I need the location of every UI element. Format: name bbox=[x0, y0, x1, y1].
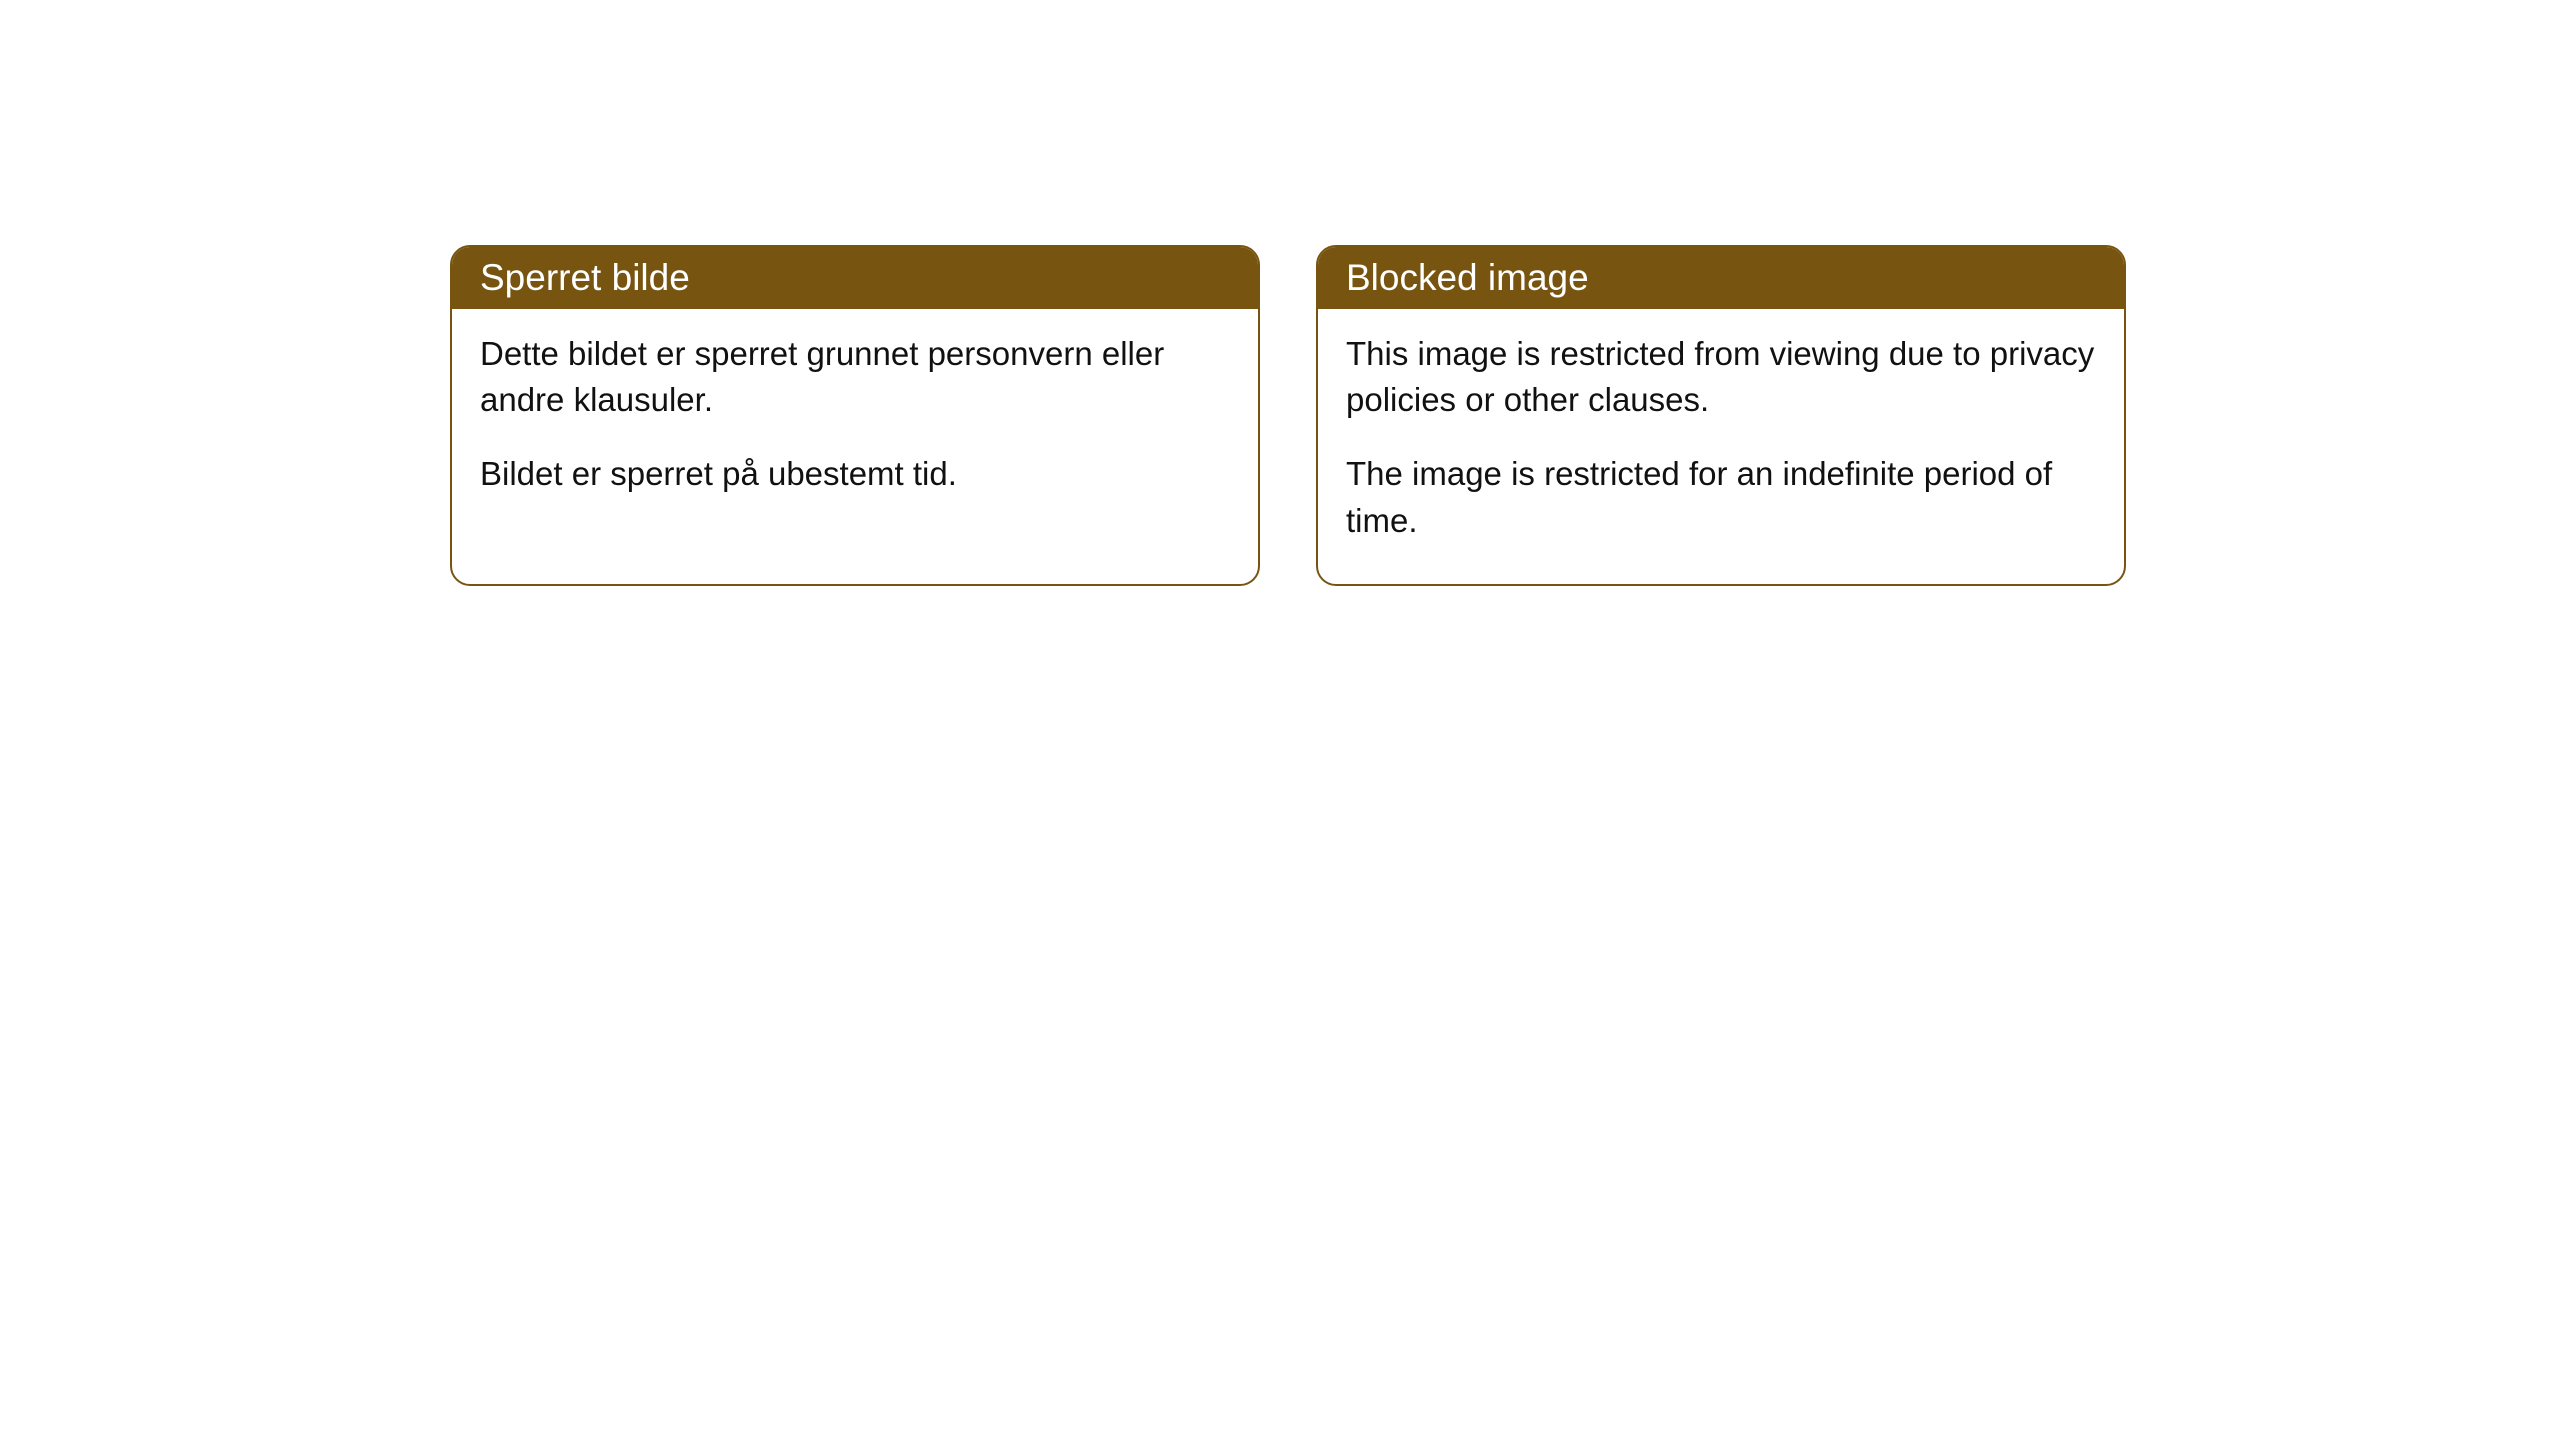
card-paragraph: Dette bildet er sperret grunnet personve… bbox=[480, 331, 1230, 423]
card-paragraph: The image is restricted for an indefinit… bbox=[1346, 451, 2096, 543]
card-english: Blocked image This image is restricted f… bbox=[1316, 245, 2126, 586]
card-header: Sperret bilde bbox=[452, 247, 1258, 309]
card-title: Blocked image bbox=[1346, 257, 1589, 298]
card-paragraph: This image is restricted from viewing du… bbox=[1346, 331, 2096, 423]
card-paragraph: Bildet er sperret på ubestemt tid. bbox=[480, 451, 1230, 497]
card-body: Dette bildet er sperret grunnet personve… bbox=[452, 309, 1258, 538]
card-norwegian: Sperret bilde Dette bildet er sperret gr… bbox=[450, 245, 1260, 586]
card-body: This image is restricted from viewing du… bbox=[1318, 309, 2124, 584]
cards-container: Sperret bilde Dette bildet er sperret gr… bbox=[450, 245, 2126, 586]
card-title: Sperret bilde bbox=[480, 257, 690, 298]
card-header: Blocked image bbox=[1318, 247, 2124, 309]
